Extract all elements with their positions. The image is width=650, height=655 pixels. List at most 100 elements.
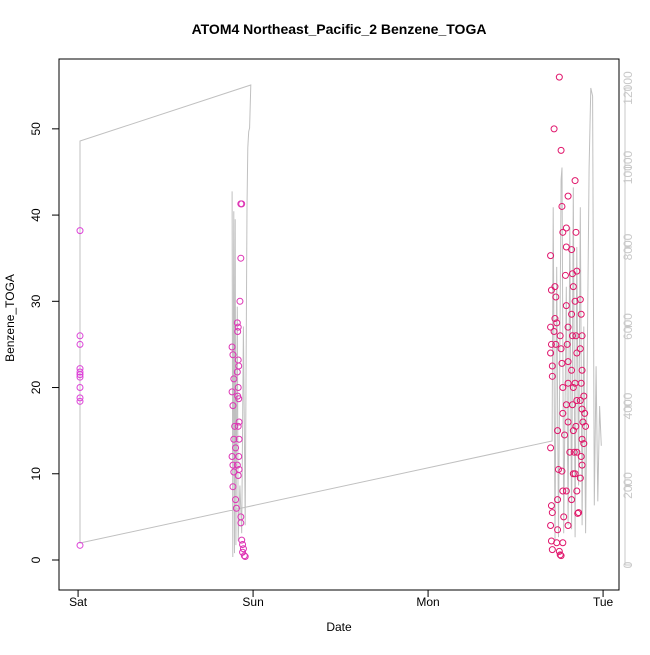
point <box>556 332 564 340</box>
point <box>234 422 242 430</box>
point <box>571 177 579 185</box>
point <box>564 323 572 331</box>
point <box>573 349 581 357</box>
point <box>563 340 571 348</box>
point <box>559 539 567 547</box>
point <box>556 551 564 559</box>
point <box>231 422 239 430</box>
point <box>558 467 566 475</box>
point <box>229 483 237 491</box>
point <box>568 332 576 340</box>
point <box>238 200 246 208</box>
point <box>571 470 579 478</box>
point <box>237 519 245 527</box>
point <box>233 461 241 469</box>
point <box>239 548 247 556</box>
point <box>568 246 576 254</box>
point <box>578 435 586 443</box>
point <box>568 496 576 504</box>
point <box>76 541 84 549</box>
point <box>553 319 561 327</box>
point <box>548 362 556 370</box>
point <box>230 375 238 383</box>
y2-tick-label: 10000 <box>621 151 635 185</box>
point <box>559 409 567 417</box>
point <box>559 487 567 495</box>
point <box>548 372 556 380</box>
point <box>233 319 241 327</box>
point <box>575 509 583 517</box>
point <box>577 379 585 387</box>
point <box>569 283 577 291</box>
point <box>76 394 84 402</box>
point <box>578 461 586 469</box>
x-axis-label: Date <box>326 620 352 634</box>
point <box>580 440 588 448</box>
point <box>240 552 248 560</box>
point <box>566 448 574 456</box>
point <box>572 228 580 236</box>
point <box>76 332 84 340</box>
point <box>547 502 555 510</box>
point <box>568 366 576 374</box>
point <box>573 267 581 275</box>
point <box>233 368 241 376</box>
point <box>235 418 243 426</box>
point <box>573 487 581 495</box>
point <box>76 340 84 348</box>
x-tick-label: Sat <box>69 595 88 609</box>
point <box>235 453 243 461</box>
point <box>570 448 578 456</box>
point <box>548 546 556 554</box>
point <box>552 340 560 348</box>
point <box>547 349 555 357</box>
point <box>561 431 569 439</box>
point <box>547 444 555 452</box>
point <box>234 384 242 392</box>
y-tick-label: 50 <box>29 122 43 136</box>
point <box>554 427 562 435</box>
point <box>559 384 567 392</box>
y2-tick-label: 0 <box>621 561 635 568</box>
point <box>564 192 572 200</box>
point <box>239 540 247 548</box>
point <box>568 310 576 318</box>
point <box>551 315 559 323</box>
point <box>235 395 243 403</box>
point <box>581 409 589 417</box>
point <box>237 254 245 262</box>
x-tick-label: Tue <box>593 595 614 609</box>
point <box>568 401 576 409</box>
point <box>76 227 84 235</box>
y-tick-label: 0 <box>29 556 43 563</box>
point <box>562 302 570 310</box>
point <box>76 384 84 392</box>
point <box>564 379 572 387</box>
y-tick-label: 20 <box>29 381 43 395</box>
y-tick-label: 40 <box>29 208 43 222</box>
point <box>557 146 565 154</box>
point <box>229 351 237 359</box>
point <box>548 509 556 517</box>
point <box>574 509 582 517</box>
point <box>239 545 247 553</box>
point <box>551 283 559 291</box>
point <box>550 327 558 335</box>
point <box>558 359 566 367</box>
y-tick-label: 30 <box>29 294 43 308</box>
point <box>564 418 572 426</box>
point <box>552 293 560 301</box>
point <box>229 402 237 410</box>
point <box>576 296 584 304</box>
point <box>578 332 586 340</box>
point <box>228 388 236 396</box>
point <box>557 345 565 353</box>
y2-tick-label: 6000 <box>621 313 635 340</box>
point <box>562 487 570 495</box>
point <box>573 396 581 404</box>
point <box>561 271 569 279</box>
point <box>555 547 563 555</box>
x-tick-label: Sun <box>242 595 263 609</box>
y-tick-label: 10 <box>29 467 43 481</box>
